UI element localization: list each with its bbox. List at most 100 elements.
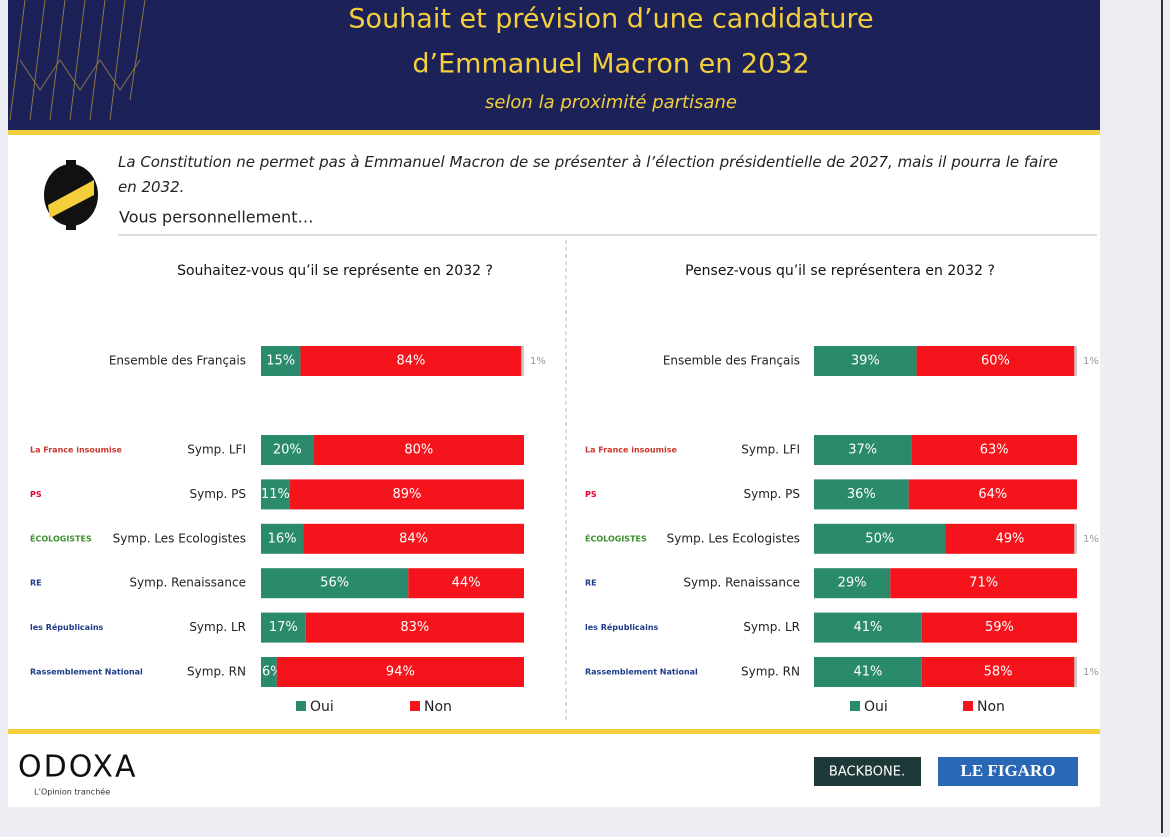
value-label: 84% [396, 354, 425, 369]
legend-swatch [410, 701, 420, 711]
bar-segment [921, 657, 1075, 687]
value-label: 94% [386, 665, 415, 680]
bar-segment [890, 568, 1077, 599]
party-logo: Rassemblement National [585, 668, 698, 677]
tagline: L’Opinion tranchée [34, 787, 110, 797]
bar-segment [261, 612, 306, 643]
question-text: La Constitution ne permet pas à Emmanuel… [118, 153, 1058, 196]
value-label: 89% [393, 487, 422, 502]
bar-segment [305, 612, 524, 643]
value-label: 63% [980, 443, 1009, 458]
bar-segment [814, 479, 909, 510]
bar-segment [1074, 657, 1077, 687]
party-logo: La France insoumise [30, 446, 122, 455]
value-label: 39% [851, 354, 880, 369]
party-logo: RE [585, 579, 597, 588]
party-logo: La France insoumise [585, 446, 677, 455]
category-label: Ensemble des Français [109, 354, 246, 368]
value-label: 83% [400, 620, 429, 635]
value-label: 80% [404, 443, 433, 458]
title-line: Souhait et prévision d’une candidature [348, 4, 873, 35]
party-logo: PS [585, 490, 597, 499]
bar-segment [408, 568, 524, 599]
chart-title: Pensez-vous qu’il se représentera en 203… [685, 263, 995, 279]
value-label: 11% [261, 487, 290, 502]
category-label: Symp. LR [189, 620, 246, 634]
category-label: Symp. Les Ecologistes [667, 531, 800, 545]
odoxa-icon [44, 160, 98, 230]
value-label: 56% [320, 576, 349, 591]
value-label: 50% [865, 531, 894, 546]
category-label: Ensemble des Français [663, 354, 800, 368]
value-label: 71% [969, 576, 998, 591]
bar-segment [814, 523, 946, 554]
partner-box [814, 757, 921, 786]
value-label: 29% [838, 576, 867, 591]
legend-swatch [963, 701, 973, 711]
value-label: 1% [1083, 534, 1099, 545]
bar-segment [521, 346, 524, 376]
bar-segment [261, 657, 277, 687]
value-label: 36% [847, 487, 876, 502]
party-logo: ÉCOLOGISTES [585, 532, 647, 543]
category-label: Symp. PS [189, 487, 246, 501]
value-label: 44% [452, 576, 481, 591]
header-band [8, 0, 1100, 130]
header-pattern [9, 0, 146, 121]
subtitle: selon la proximité partisane [485, 92, 737, 113]
chart-title: Souhaitez-vous qu’il se représente en 20… [177, 263, 493, 279]
title-line: d’Emmanuel Macron en 2032 [412, 49, 809, 80]
value-label: 1% [530, 356, 546, 367]
value-label: 59% [985, 620, 1014, 635]
legend-label: Non [977, 699, 1005, 715]
category-label: Symp. PS [743, 487, 800, 501]
bar-segment [814, 657, 922, 687]
bar-segment [916, 346, 1075, 376]
value-label: 1% [1083, 356, 1099, 367]
value-label: 17% [269, 620, 298, 635]
bar-segment [313, 435, 524, 465]
partner-box [938, 757, 1078, 786]
legend-label: Oui [864, 699, 888, 715]
legend-label: Oui [310, 699, 334, 715]
category-label: Symp. LR [743, 620, 800, 634]
value-label: 37% [848, 443, 877, 458]
bar-segment [908, 479, 1077, 510]
value-label: 64% [978, 487, 1007, 502]
bar-segment [814, 612, 922, 643]
header-stripe [8, 130, 1100, 135]
value-label: 84% [399, 531, 428, 546]
category-label: Symp. RN [741, 665, 800, 679]
bar-segment [911, 435, 1077, 465]
bar-segment [814, 435, 912, 465]
value-label: 15% [266, 354, 295, 369]
bar-segment [261, 523, 304, 554]
legend-swatch [296, 701, 306, 711]
category-label: Symp. LFI [741, 443, 800, 457]
value-label: 60% [981, 354, 1010, 369]
value-label: 20% [273, 443, 302, 458]
value-label: 1% [1083, 667, 1099, 678]
party-logo: Rassemblement National [30, 668, 143, 677]
footer-stripe [8, 729, 1100, 734]
bar-segment [289, 479, 524, 510]
bar-segment [276, 657, 524, 687]
value-label: 41% [853, 620, 882, 635]
category-label: Symp. Les Ecologistes [113, 531, 246, 545]
category-label: Symp. LFI [187, 443, 246, 457]
party-logo: ÉCOLOGISTES [30, 532, 92, 543]
bar-segment [945, 523, 1075, 554]
category-label: Symp. Renaissance [683, 576, 800, 590]
party-logo: les Républicains [30, 622, 104, 632]
party-logo: les Républicains [585, 622, 659, 632]
bar-segment [261, 435, 314, 465]
partner-logo: BACKBONE. [829, 765, 905, 780]
bar-segment [921, 612, 1077, 643]
bar-segment [261, 479, 290, 510]
bar-segment [303, 523, 524, 554]
bar-segment [261, 568, 409, 599]
party-logo: RE [30, 579, 42, 588]
brand: ODOXA [18, 750, 137, 785]
bar-segment [814, 346, 917, 376]
